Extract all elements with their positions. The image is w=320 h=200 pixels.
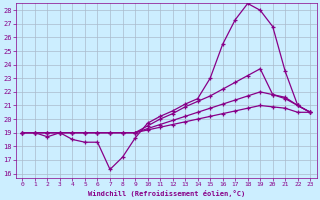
- X-axis label: Windchill (Refroidissement éolien,°C): Windchill (Refroidissement éolien,°C): [88, 190, 245, 197]
